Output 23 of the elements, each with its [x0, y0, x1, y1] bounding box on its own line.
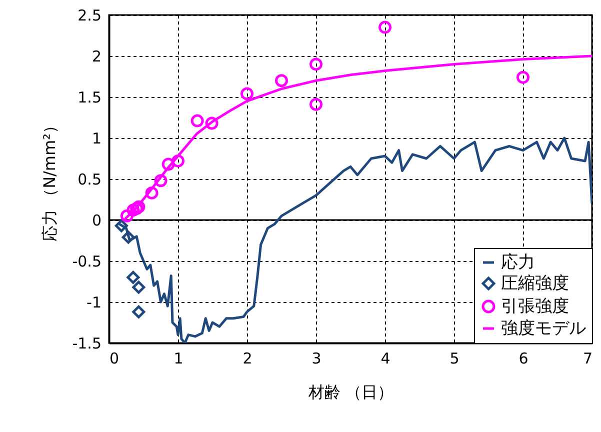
y-tick-label: 1.5 — [78, 88, 102, 106]
x-tick-label: 4 — [380, 350, 390, 368]
x-tick-label: 6 — [518, 350, 528, 368]
y-tick-label: -1 — [86, 294, 102, 312]
legend-label: 応力 — [501, 252, 535, 272]
y-axis-title: 応力 （N/mm²） — [40, 117, 60, 242]
x-tick-label: 7 — [582, 350, 592, 368]
y-tick-label: 2 — [92, 48, 102, 66]
y-tick-label: -1.5 — [72, 334, 102, 352]
x-tick-label: 5 — [450, 350, 460, 368]
x-tick-label: 0 — [110, 350, 120, 368]
x-tick-label: 3 — [312, 350, 322, 368]
x-axis-title: 材齢 （日） — [307, 382, 394, 402]
y-tick-label: -0.5 — [72, 252, 102, 270]
y-tick-label: 0 — [92, 212, 102, 230]
x-tick-label: 1 — [174, 350, 184, 368]
legend-label: 圧縮強度 — [501, 274, 569, 294]
y-tick-label: 0.5 — [78, 170, 102, 188]
x-tick-label: 2 — [242, 350, 252, 368]
y-tick-label: 2.5 — [78, 6, 102, 24]
legend-label: 引張強度 — [501, 296, 569, 316]
y-tick-label: 1 — [92, 130, 102, 148]
legend-label: 強度モデル — [501, 318, 586, 338]
